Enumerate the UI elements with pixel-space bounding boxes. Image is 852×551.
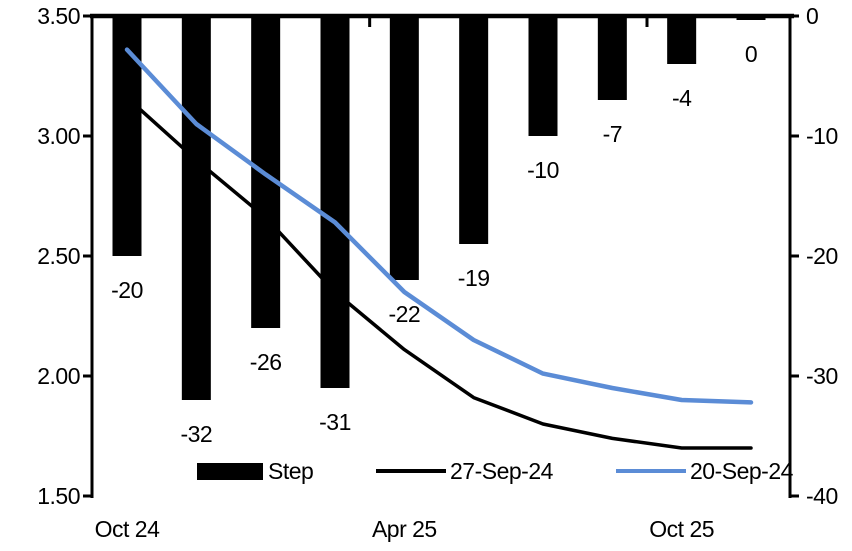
bar-data-label: -26 xyxy=(250,349,282,375)
legend-step-label: Step xyxy=(268,457,314,484)
x-axis-tick-label: Apr 25 xyxy=(372,516,437,542)
bar-data-label: -19 xyxy=(458,265,490,291)
right-axis-tick-label: 0 xyxy=(806,3,818,29)
left-axis-tick-label: 2.50 xyxy=(37,243,80,269)
line-27-sep-24 xyxy=(125,95,753,450)
left-axis-tick-label: 1.50 xyxy=(37,483,80,509)
bar-step xyxy=(528,16,558,136)
bar-data-label: -10 xyxy=(527,157,559,183)
right-axis-tick-label: -40 xyxy=(806,483,838,509)
x-axis-tick-label: Oct 25 xyxy=(649,516,714,542)
legend-item-step: Step xyxy=(197,457,314,484)
bar-step xyxy=(389,16,419,280)
right-axis-tick-label: -10 xyxy=(806,123,838,149)
bar-step xyxy=(181,16,211,400)
line-20-sep-24 xyxy=(124,47,754,405)
left-axis-tick-label: 2.00 xyxy=(37,363,80,389)
bar-data-label: -32 xyxy=(180,421,212,447)
bar-data-label: 0 xyxy=(745,41,757,67)
legend-item-20-sep-24: 20-Sep-24 xyxy=(616,458,793,484)
legend-20-sep-24-label: 20-Sep-24 xyxy=(690,457,793,484)
line-27-sep-24-swatch xyxy=(376,469,446,473)
right-axis-tick-label: -30 xyxy=(806,363,838,389)
bar-data-label: -22 xyxy=(388,301,420,327)
bar-data-label: -31 xyxy=(319,409,351,435)
legend-27-sep-24-label: 27-Sep-24 xyxy=(450,457,553,484)
bar-data-label: -7 xyxy=(603,121,622,147)
step-bar-swatch xyxy=(197,462,263,480)
bar-step xyxy=(459,16,489,244)
bar-step xyxy=(597,16,627,100)
left-axis-tick-label: 3.50 xyxy=(37,3,80,29)
left-axis-tick-label: 3.00 xyxy=(37,123,80,149)
bar-step xyxy=(736,16,766,20)
bar-data-label: -20 xyxy=(111,277,143,303)
bar-step xyxy=(320,16,350,388)
legend-item-27-sep-24: 27-Sep-24 xyxy=(376,458,553,484)
line-20-sep-24-swatch xyxy=(616,468,686,474)
right-axis-tick-label: -20 xyxy=(806,243,838,269)
bar-step xyxy=(667,16,697,64)
bar-step xyxy=(112,16,142,256)
bar-data-label: -4 xyxy=(672,85,692,111)
x-axis-tick-label: Oct 24 xyxy=(95,516,160,542)
